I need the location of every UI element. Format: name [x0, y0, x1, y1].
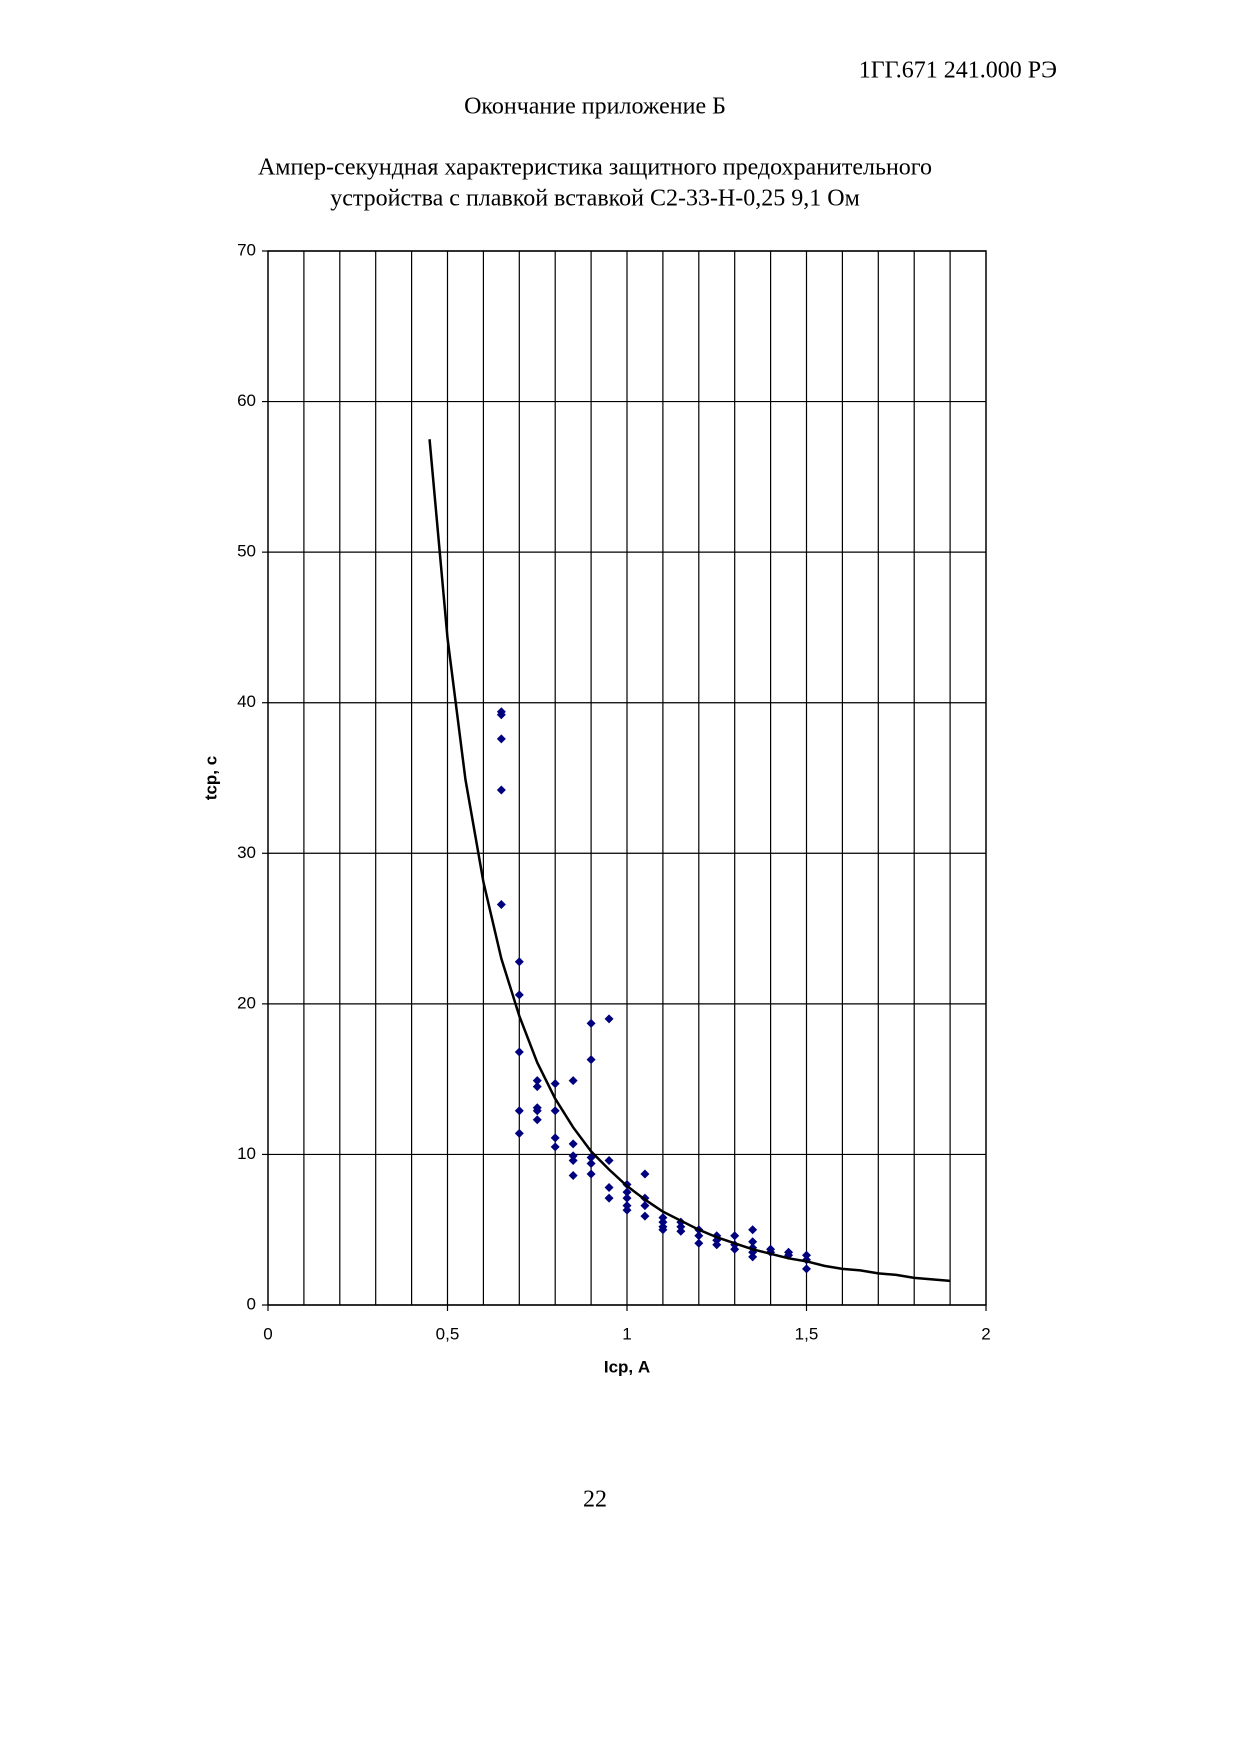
data-point	[496, 710, 506, 720]
page-number: 22	[583, 1487, 607, 1513]
y-tick-label: 10	[237, 1144, 256, 1163]
data-point	[622, 1193, 632, 1203]
data-point	[658, 1225, 668, 1235]
fit-curve	[428, 439, 951, 1283]
data-point	[568, 1151, 578, 1161]
data-point	[496, 734, 506, 744]
y-tick-label: 60	[237, 391, 256, 410]
data-point	[748, 1237, 758, 1247]
data-point	[730, 1231, 740, 1241]
x-tick-label: 1	[622, 1324, 631, 1343]
x-tick-label: 1,5	[795, 1324, 819, 1343]
data-point	[694, 1238, 704, 1248]
y-tick-label: 70	[237, 240, 256, 259]
y-axis-label: tср, с	[201, 756, 220, 800]
data-point	[604, 1155, 614, 1165]
chart-title: устройства с плавкой вставкой С2-33-Н-0,…	[330, 186, 860, 212]
data-point	[550, 1106, 560, 1116]
data-point	[658, 1213, 668, 1223]
data-point	[640, 1201, 650, 1211]
data-point	[514, 1128, 524, 1138]
data-point	[514, 1047, 524, 1057]
data-point	[586, 1018, 596, 1028]
data-point	[532, 1076, 542, 1086]
data-point	[658, 1217, 668, 1227]
data-point	[586, 1158, 596, 1168]
data-point	[676, 1222, 686, 1232]
data-point	[604, 1183, 614, 1193]
data-point	[730, 1244, 740, 1254]
data-point	[622, 1205, 632, 1215]
y-tick-label: 50	[237, 542, 256, 561]
data-point	[622, 1187, 632, 1197]
data-point	[532, 1106, 542, 1116]
data-point	[604, 1193, 614, 1203]
y-tick-label: 0	[247, 1294, 256, 1313]
data-point	[640, 1169, 650, 1179]
data-point	[568, 1139, 578, 1149]
data-point	[550, 1133, 560, 1143]
y-tick-label: 30	[237, 843, 256, 862]
data-point	[712, 1240, 722, 1250]
y-tick-label: 20	[237, 993, 256, 1012]
data-point	[640, 1211, 650, 1221]
data-point	[802, 1264, 811, 1274]
data-point	[622, 1201, 632, 1211]
x-tick-label: 0	[263, 1324, 272, 1343]
data-point	[550, 1079, 560, 1089]
x-tick-label: 2	[981, 1324, 990, 1343]
data-point	[748, 1225, 758, 1235]
data-point	[748, 1252, 758, 1262]
data-point	[514, 1106, 524, 1116]
data-point	[604, 1014, 614, 1024]
data-point	[550, 1142, 560, 1152]
data-point	[802, 1250, 811, 1260]
chart-title: Ампер-секундная характеристика защитного…	[258, 155, 932, 181]
data-point	[586, 1169, 596, 1179]
data-point	[568, 1076, 578, 1086]
data-point	[514, 957, 524, 967]
data-point	[694, 1231, 704, 1241]
data-point	[514, 990, 524, 1000]
data-point	[586, 1055, 596, 1065]
y-tick-label: 40	[237, 692, 256, 711]
data-point	[568, 1155, 578, 1165]
doc-subtitle: Окончание приложение Б	[464, 94, 726, 120]
data-point	[568, 1171, 578, 1181]
doc-code: 1ГГ.671 241.000 РЭ	[859, 58, 1057, 84]
x-tick-label: 0,5	[436, 1324, 460, 1343]
data-point	[496, 785, 506, 795]
data-point	[532, 1082, 542, 1092]
data-point	[496, 899, 506, 909]
data-point	[532, 1115, 542, 1125]
plot: 0 10 20 30 40 50 60 70 0 0,5 1 1,5 2	[237, 240, 991, 1343]
x-axis-label: Iср, А	[604, 1357, 650, 1376]
data-point	[676, 1226, 686, 1236]
